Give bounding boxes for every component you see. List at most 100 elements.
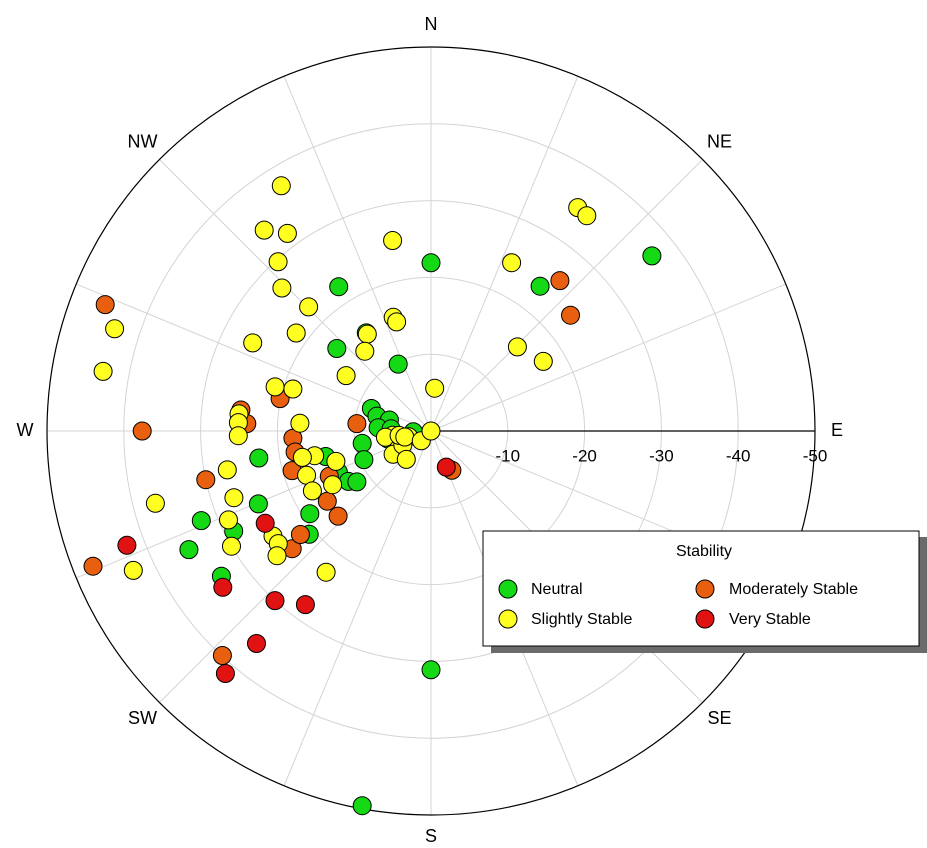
- point-slightly-stable: [323, 475, 343, 495]
- point-very-stable: [436, 457, 456, 477]
- point-slightly-stable: [222, 536, 241, 556]
- compass-label-s: S: [425, 826, 437, 846]
- compass-label-sw: SW: [128, 708, 157, 728]
- point-slightly-stable: [292, 447, 312, 467]
- point-neutral: [421, 253, 441, 273]
- point-slightly-stable: [219, 510, 238, 530]
- data-points: [83, 176, 662, 816]
- radial-tick-label: -30: [649, 446, 674, 465]
- point-slightly-stable: [387, 312, 407, 332]
- compass-label-nw: NW: [128, 131, 158, 151]
- legend-marker-slightly-stable: [498, 609, 518, 629]
- point-slightly-stable: [425, 378, 445, 398]
- point-slightly-stable: [355, 341, 375, 361]
- grid-spoke-1: [430, 76, 579, 432]
- point-very-stable: [295, 595, 315, 615]
- point-slightly-stable: [286, 323, 306, 343]
- point-slightly-stable: [105, 319, 125, 339]
- point-slightly-stable: [224, 488, 244, 508]
- point-slightly-stable: [326, 451, 346, 471]
- point-slightly-stable: [316, 562, 336, 582]
- point-slightly-stable: [302, 481, 322, 501]
- point-neutral: [347, 472, 367, 492]
- point-neutral: [388, 354, 408, 374]
- legend-marker-neutral: [498, 579, 518, 599]
- point-slightly-stable: [395, 427, 415, 447]
- point-slightly-stable: [268, 252, 288, 272]
- radial-tick-label: -50: [803, 446, 828, 465]
- legend-label-neutral: Neutral: [531, 581, 583, 598]
- radial-tick-labels: -10 -20 -30 -40 -50: [496, 446, 828, 465]
- point-slightly-stable: [421, 421, 441, 441]
- legend-label-very-stable: Very Stable: [729, 611, 811, 628]
- point-slightly-stable: [93, 361, 113, 381]
- grid-spoke-9: [283, 430, 432, 786]
- point-moderately-stable: [290, 525, 310, 544]
- point-neutral: [354, 450, 374, 470]
- point-slightly-stable: [507, 337, 527, 357]
- point-slightly-stable: [336, 366, 356, 386]
- point-very-stable: [255, 513, 275, 533]
- grid-spoke-10: [159, 430, 432, 703]
- point-neutral: [352, 433, 372, 453]
- point-moderately-stable: [132, 421, 152, 441]
- grid-spoke-3: [430, 283, 786, 432]
- point-slightly-stable: [357, 324, 377, 344]
- radial-tick-label: -20: [572, 446, 597, 465]
- radial-tick-label: -10: [496, 446, 521, 465]
- point-moderately-stable: [212, 646, 232, 665]
- legend-marker-very-stable: [695, 609, 715, 629]
- point-neutral: [352, 796, 372, 816]
- compass-label-se: SE: [707, 708, 731, 728]
- point-moderately-stable: [196, 470, 216, 490]
- point-slightly-stable: [396, 449, 416, 469]
- point-slightly-stable: [577, 206, 597, 226]
- point-very-stable: [215, 664, 235, 683]
- compass-label-ne: NE: [707, 131, 732, 151]
- point-slightly-stable: [254, 220, 274, 240]
- legend-marker-moderately-stable: [695, 579, 715, 599]
- point-slightly-stable: [502, 253, 522, 273]
- point-neutral: [642, 246, 662, 266]
- point-moderately-stable: [95, 295, 115, 315]
- point-very-stable: [117, 535, 137, 555]
- point-neutral: [329, 277, 349, 297]
- point-moderately-stable: [550, 271, 570, 291]
- compass-labels: N NE E SE S SW W NW: [17, 14, 844, 846]
- point-slightly-stable: [228, 426, 248, 446]
- point-neutral: [191, 511, 211, 531]
- point-neutral: [530, 276, 550, 296]
- radial-tick-label: -40: [726, 446, 751, 465]
- point-slightly-stable: [271, 176, 291, 196]
- point-neutral: [248, 494, 268, 514]
- point-neutral: [421, 660, 441, 680]
- point-slightly-stable: [243, 333, 263, 353]
- point-slightly-stable: [145, 493, 165, 513]
- point-neutral: [327, 339, 347, 358]
- point-slightly-stable: [283, 379, 303, 399]
- point-moderately-stable: [328, 506, 348, 526]
- legend-title: Stability: [676, 543, 732, 560]
- compass-label-n: N: [425, 14, 438, 34]
- legend-label-slightly-stable: Slightly Stable: [531, 611, 632, 628]
- point-slightly-stable: [267, 546, 287, 566]
- point-slightly-stable: [123, 560, 143, 580]
- grid-spoke-2: [430, 159, 703, 432]
- point-neutral: [249, 448, 269, 468]
- point-slightly-stable: [217, 460, 237, 480]
- point-moderately-stable: [561, 305, 580, 325]
- point-neutral: [179, 540, 199, 560]
- point-slightly-stable: [533, 351, 553, 371]
- point-slightly-stable: [265, 377, 285, 397]
- point-slightly-stable: [383, 231, 403, 250]
- point-slightly-stable: [290, 413, 310, 433]
- point-very-stable: [247, 634, 266, 653]
- point-very-stable: [213, 577, 233, 597]
- point-moderately-stable: [347, 414, 367, 434]
- compass-label-e: E: [831, 420, 843, 440]
- legend-label-moderately-stable: Moderately Stable: [729, 581, 858, 598]
- point-slightly-stable: [272, 278, 292, 298]
- point-slightly-stable: [277, 223, 297, 243]
- grid-spoke-15: [283, 76, 432, 432]
